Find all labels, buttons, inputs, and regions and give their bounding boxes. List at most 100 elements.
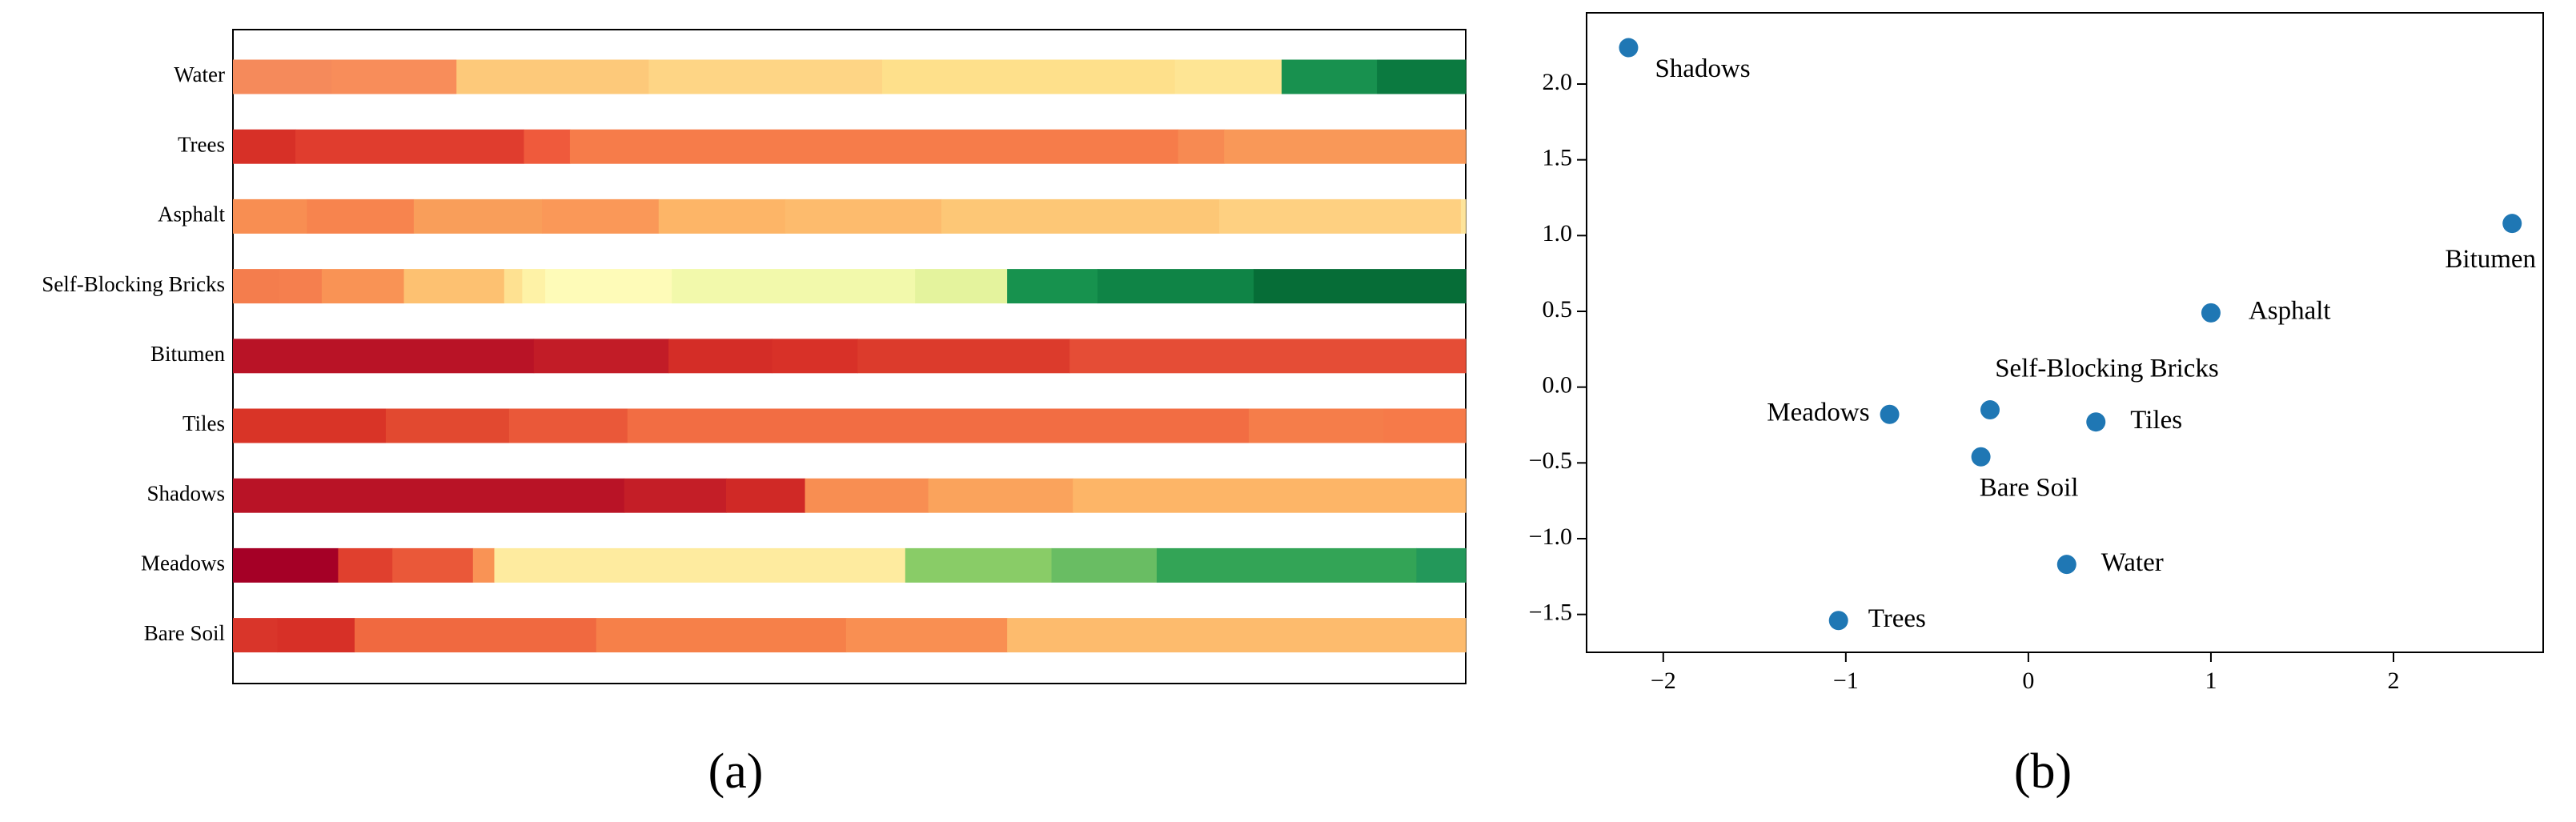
point bbox=[1619, 38, 1639, 58]
bar-segment bbox=[726, 478, 806, 513]
y-tick-label: Meadows bbox=[141, 551, 225, 575]
bar-segment bbox=[277, 618, 355, 653]
bar-segment bbox=[385, 408, 510, 443]
point bbox=[1880, 404, 1900, 424]
point-label: Bare Soil bbox=[1980, 473, 2079, 502]
x-tick-label: 0 bbox=[2022, 668, 2034, 694]
bar-segment bbox=[1156, 547, 1417, 583]
bar-segment bbox=[1460, 198, 1467, 234]
y-tick-label: 1.0 bbox=[1543, 220, 1573, 247]
bar-segment bbox=[233, 339, 535, 374]
bar-segment bbox=[1377, 59, 1467, 94]
bar-segment bbox=[569, 129, 1179, 164]
point-label: Tiles bbox=[2130, 406, 2182, 435]
point bbox=[2086, 412, 2106, 432]
bar-segment bbox=[233, 547, 339, 583]
point bbox=[1971, 447, 1991, 467]
y-tick-label: Shadows bbox=[146, 481, 225, 505]
point-label: Self-Blocking Bricks bbox=[1995, 355, 2219, 383]
bar-segment bbox=[1073, 478, 1467, 513]
bar-segment bbox=[882, 59, 1176, 94]
point-label: Asphalt bbox=[2249, 296, 2331, 325]
bar-segment bbox=[233, 59, 332, 94]
bar-segment bbox=[845, 618, 1008, 653]
bar-segment bbox=[1178, 129, 1225, 164]
bar-segment bbox=[784, 198, 942, 234]
point-label: Bitumen bbox=[2445, 245, 2536, 274]
bar-segment bbox=[331, 59, 457, 94]
bar-segment bbox=[627, 408, 1250, 443]
bar-segment bbox=[1282, 59, 1378, 94]
point bbox=[1828, 611, 1848, 631]
bar-segment bbox=[1416, 547, 1467, 583]
bar-segment bbox=[295, 129, 524, 164]
bar-segment bbox=[1383, 408, 1467, 443]
bar-segment bbox=[456, 59, 649, 94]
point bbox=[2201, 303, 2221, 323]
bar-segment bbox=[392, 547, 474, 583]
bar-segment bbox=[233, 269, 279, 304]
y-tick-label: Trees bbox=[178, 132, 225, 156]
bar-segment bbox=[596, 618, 847, 653]
bar-segment bbox=[233, 408, 387, 443]
bar-segment bbox=[1097, 269, 1254, 304]
bar-segment bbox=[1219, 198, 1462, 234]
bar-segment bbox=[772, 339, 858, 374]
y-tick-label: Asphalt bbox=[158, 202, 225, 227]
y-tick-label: Water bbox=[174, 62, 225, 86]
bar-segment bbox=[279, 269, 323, 304]
y-tick-label: Self-Blocking Bricks bbox=[42, 272, 225, 296]
y-tick-label: Bitumen bbox=[150, 342, 225, 366]
x-tick-label: −2 bbox=[1651, 668, 1676, 694]
bar-segment bbox=[1007, 618, 1467, 653]
caption-a: (a) bbox=[708, 744, 764, 799]
bar-segment bbox=[542, 198, 660, 234]
y-tick-label: −1.0 bbox=[1529, 523, 1572, 550]
bar-segment bbox=[1069, 339, 1467, 374]
y-tick-label: 0.0 bbox=[1543, 372, 1573, 399]
x-tick-label: −1 bbox=[1833, 668, 1859, 694]
y-tick-label: −1.5 bbox=[1529, 599, 1572, 626]
bar-segment bbox=[321, 269, 405, 304]
frame-b bbox=[1586, 12, 2544, 653]
bar-segment bbox=[1051, 547, 1158, 583]
bar-segment bbox=[403, 269, 505, 304]
bar-segment bbox=[472, 547, 495, 583]
bar-segment bbox=[233, 198, 307, 234]
bar-segment bbox=[233, 618, 278, 653]
bar-segment bbox=[504, 269, 523, 304]
y-tick-label: Tiles bbox=[183, 411, 225, 435]
bar-segment bbox=[1007, 269, 1098, 304]
bar-segment bbox=[857, 339, 1070, 374]
point bbox=[1980, 400, 2000, 420]
bar-segment bbox=[905, 547, 1053, 583]
bar-segment bbox=[941, 198, 1220, 234]
bar-segment bbox=[658, 198, 786, 234]
bar-segment bbox=[545, 269, 672, 304]
bar-segment bbox=[413, 198, 543, 234]
bar-segment bbox=[668, 339, 772, 374]
bar-segment bbox=[233, 478, 625, 513]
x-tick-label: 1 bbox=[2205, 668, 2217, 694]
bar-segment bbox=[307, 198, 415, 234]
bar-segment bbox=[1174, 59, 1282, 94]
bar-segment bbox=[494, 547, 906, 583]
bar-segment bbox=[354, 618, 597, 653]
bar-segment bbox=[672, 269, 916, 304]
bar-segment bbox=[524, 129, 571, 164]
bar-segment bbox=[508, 408, 628, 443]
point bbox=[2056, 555, 2076, 575]
bar-segment bbox=[804, 478, 929, 513]
bar-segment bbox=[533, 339, 669, 374]
point bbox=[2502, 214, 2522, 234]
y-tick-label: −0.5 bbox=[1529, 447, 1572, 474]
bar-segment bbox=[233, 129, 296, 164]
x-tick-label: 2 bbox=[2387, 668, 2399, 694]
point-label: Meadows bbox=[1767, 398, 1869, 427]
bar-segment bbox=[648, 59, 883, 94]
point-label: Shadows bbox=[1655, 54, 1750, 83]
y-tick-label: 0.5 bbox=[1543, 296, 1573, 323]
caption-b: (b) bbox=[2014, 744, 2072, 799]
